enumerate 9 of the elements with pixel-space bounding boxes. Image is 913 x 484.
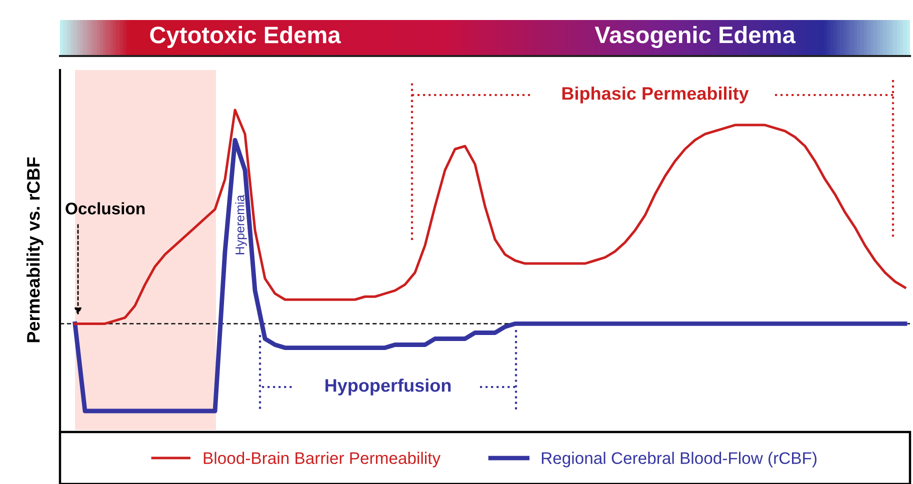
legend-label: Regional Cerebral Blood-Flow (rCBF) — [542, 452, 816, 468]
annotation: Hypoperfusion — [326, 378, 451, 396]
y-axis-title: Permeability vs. rCBF — [26, 157, 44, 342]
text: Cytotoxic Edema — [150, 26, 341, 48]
annotation: Occlusion — [66, 202, 145, 214]
text: Vasogenic Edema — [594, 26, 796, 48]
text: Biphasic Permeability — [562, 86, 749, 104]
annotation: Hyperemia — [235, 194, 247, 254]
legend-label: Blood-Brain Barrier Permeability — [204, 452, 441, 468]
